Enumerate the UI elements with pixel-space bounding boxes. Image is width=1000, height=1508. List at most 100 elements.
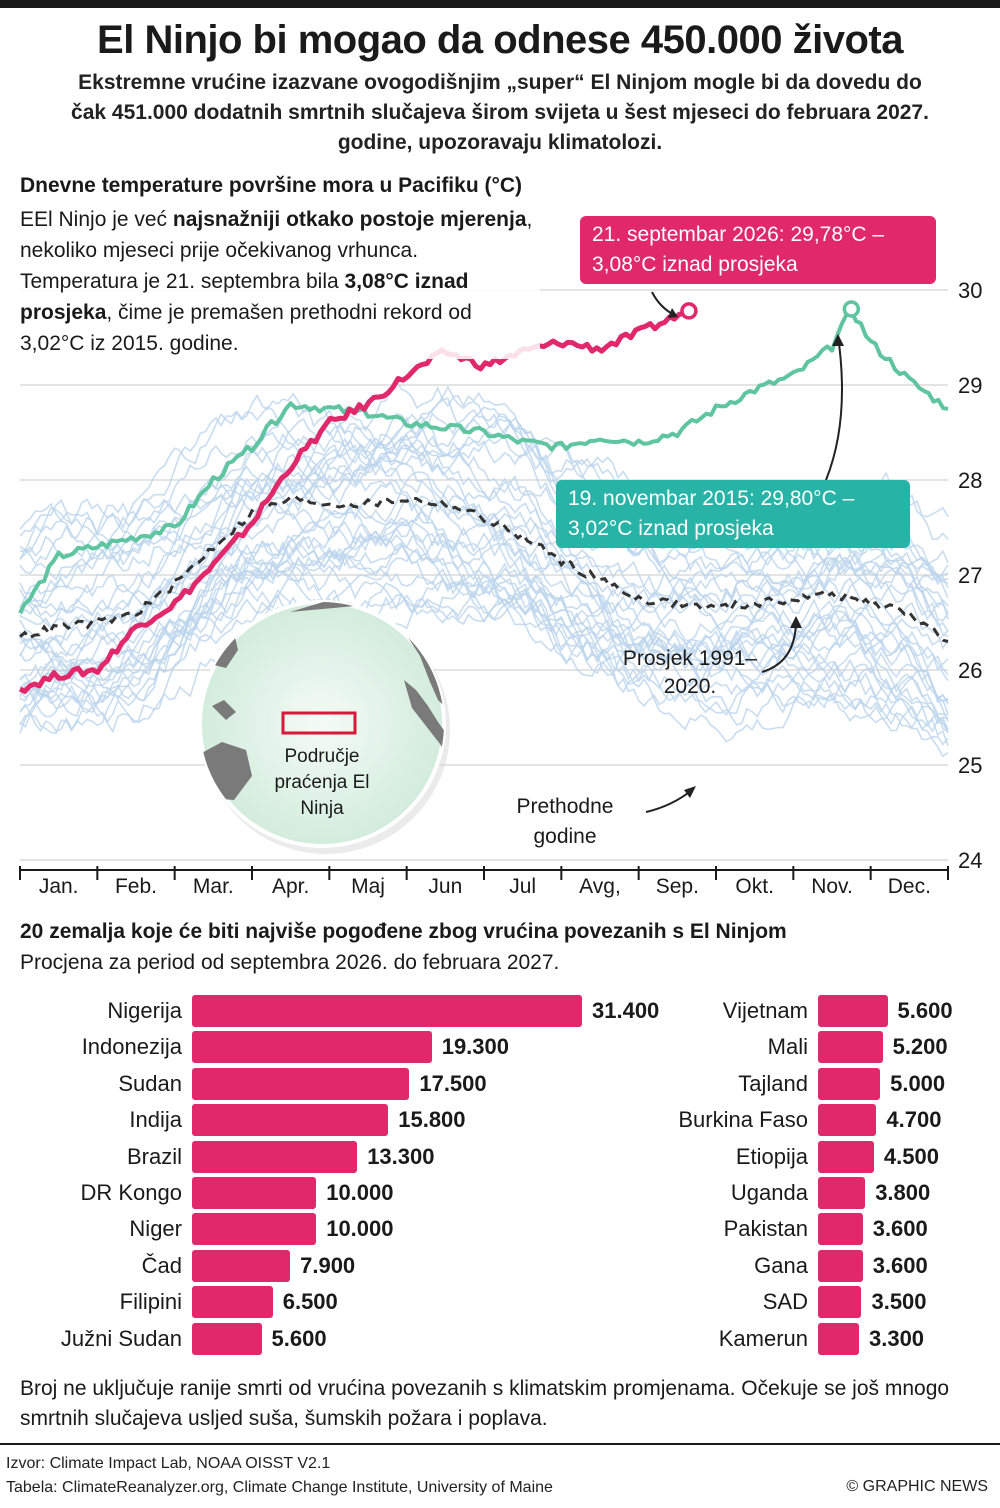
bar bbox=[192, 1067, 410, 1100]
bar-value-label: 15.800 bbox=[398, 1107, 466, 1133]
bar-chart-subtitle: Procjena za period od septembra 2026. do… bbox=[20, 951, 560, 974]
x-tick-label: Mar. bbox=[193, 875, 234, 898]
previous-year-line bbox=[19, 517, 949, 718]
country-label: Sudan bbox=[118, 1070, 182, 1096]
country-label: Niger bbox=[129, 1216, 182, 1242]
current-2026-line bbox=[18, 308, 691, 694]
previous-label-arrowhead bbox=[684, 786, 696, 798]
y-tick-label: 27 bbox=[958, 563, 982, 588]
country-label: Brazil bbox=[126, 1143, 182, 1169]
country-label: SAD bbox=[762, 1289, 808, 1315]
average-label-arrowhead bbox=[790, 616, 802, 628]
bar bbox=[192, 1140, 358, 1173]
series-lines bbox=[18, 300, 949, 694]
country-label: Tajland bbox=[738, 1070, 808, 1096]
bar-value-label: 10.000 bbox=[326, 1180, 394, 1205]
bar-value-label: 6.500 bbox=[282, 1289, 338, 1315]
bar-value-label: 3.600 bbox=[872, 1216, 928, 1242]
monitoring-region-label: Područje praćenja El Ninja bbox=[274, 746, 370, 819]
bar bbox=[818, 995, 888, 1027]
country-label: Uganda bbox=[730, 1180, 808, 1205]
x-tick-label: Jul bbox=[509, 875, 536, 898]
previous-year-line bbox=[19, 495, 949, 676]
previous-year-line bbox=[19, 532, 949, 733]
y-axis-ticks: 24 25 26 27 28 29 30 bbox=[958, 278, 982, 873]
bar bbox=[818, 1177, 866, 1209]
intro-part-1: EEl Ninjo je već bbox=[20, 208, 173, 231]
x-tick-label: Feb. bbox=[115, 875, 157, 898]
bar bbox=[192, 1213, 317, 1246]
page-subtitle: Ekstremne vrućine izazvane ovogodišnjim … bbox=[71, 71, 929, 154]
central-america-landmass bbox=[404, 680, 444, 760]
previous-year-line bbox=[19, 541, 949, 733]
previous-year-line bbox=[19, 487, 949, 646]
pink-callout-arrowhead bbox=[668, 308, 678, 318]
country-label: Indonezija bbox=[81, 1034, 182, 1060]
bar bbox=[818, 1067, 881, 1100]
bar-value-label: 5.600 bbox=[897, 998, 953, 1023]
bar bbox=[818, 1031, 883, 1064]
country-label: Gana bbox=[754, 1252, 808, 1278]
previous-year-line bbox=[19, 543, 949, 747]
bar bbox=[818, 1213, 863, 1246]
x-tick-label: Jan. bbox=[39, 875, 79, 898]
previous-year-line bbox=[19, 436, 949, 622]
country-label: Vijetnam bbox=[722, 998, 808, 1023]
bar bbox=[818, 1322, 859, 1355]
record-peak-marker bbox=[842, 300, 861, 318]
x-axis: Jan. Feb. Mar. Apr. Maj Jun Jul Avg, Sep. Okt. Nov… bbox=[19, 866, 949, 898]
previous-year-line bbox=[19, 559, 949, 746]
bar bbox=[192, 1031, 432, 1064]
record-2015-line bbox=[18, 309, 949, 614]
current-peak-marker bbox=[680, 302, 698, 320]
bar-value-label: 4.700 bbox=[886, 1107, 942, 1133]
y-tick-label: 26 bbox=[958, 658, 982, 683]
y-tick-label: 28 bbox=[958, 468, 982, 493]
x-tick-label: Avg, bbox=[579, 875, 621, 898]
islands-landmass bbox=[212, 700, 236, 720]
previous-label-arrow bbox=[645, 789, 693, 813]
bar bbox=[818, 1140, 874, 1173]
x-tick-label: Okt. bbox=[735, 875, 774, 898]
source-block: Izvor: Climate Impact Lab, NOAA OISST V2… bbox=[6, 1452, 553, 1500]
bar bbox=[192, 1322, 262, 1355]
previous-years-label: Prethodne godine bbox=[516, 795, 614, 848]
country-label: Filipini bbox=[119, 1289, 182, 1315]
globe-ocean bbox=[198, 600, 446, 848]
bar-value-label: 5.000 bbox=[890, 1070, 946, 1096]
y-tick-label: 25 bbox=[958, 753, 982, 778]
bar bbox=[818, 1104, 877, 1137]
bar-value-label: 3.500 bbox=[871, 1289, 927, 1315]
country-label: Čad bbox=[141, 1252, 182, 1278]
intro-part-3: , čime je premašen prethodni rekord od 3… bbox=[20, 301, 472, 355]
country-label: DR Kongo bbox=[80, 1180, 182, 1205]
intro-bold-2: 3,08°C iznad prosjeka bbox=[20, 270, 469, 324]
previous-year-line bbox=[19, 544, 949, 733]
annotation-arrows bbox=[645, 291, 844, 813]
country-label: Mali bbox=[767, 1034, 808, 1060]
country-label: Nigerija bbox=[107, 998, 182, 1023]
bar bbox=[192, 1286, 273, 1319]
bar-value-label: 3.300 bbox=[868, 1325, 925, 1351]
country-label: Burkina Faso bbox=[678, 1107, 808, 1133]
previous-years-lines bbox=[19, 378, 949, 758]
chart-title: Dnevne temperature površine mora u Pacif… bbox=[20, 174, 523, 197]
country-label: Etiopija bbox=[735, 1143, 808, 1169]
previous-year-line bbox=[19, 425, 949, 601]
bar-value-label: 13.300 bbox=[367, 1143, 435, 1169]
bar-value-label: 3.600 bbox=[872, 1252, 928, 1278]
country-label: Kamerun bbox=[718, 1325, 808, 1351]
average-line bbox=[19, 495, 949, 643]
globe-map bbox=[198, 600, 450, 854]
previous-year-line bbox=[19, 477, 949, 682]
previous-year-line bbox=[19, 435, 949, 579]
bar-value-label: 31.400 bbox=[592, 998, 660, 1023]
x-tick-label: Sep. bbox=[656, 875, 699, 898]
bar bbox=[192, 1249, 291, 1282]
previous-year-line bbox=[19, 579, 949, 758]
bar-value-label: 7.900 bbox=[300, 1252, 356, 1278]
bar-value-label: 3.800 bbox=[875, 1180, 931, 1205]
bar bbox=[818, 1286, 862, 1319]
bar-value-label: 17.500 bbox=[419, 1070, 487, 1096]
x-tick-label: Nov. bbox=[811, 875, 853, 898]
